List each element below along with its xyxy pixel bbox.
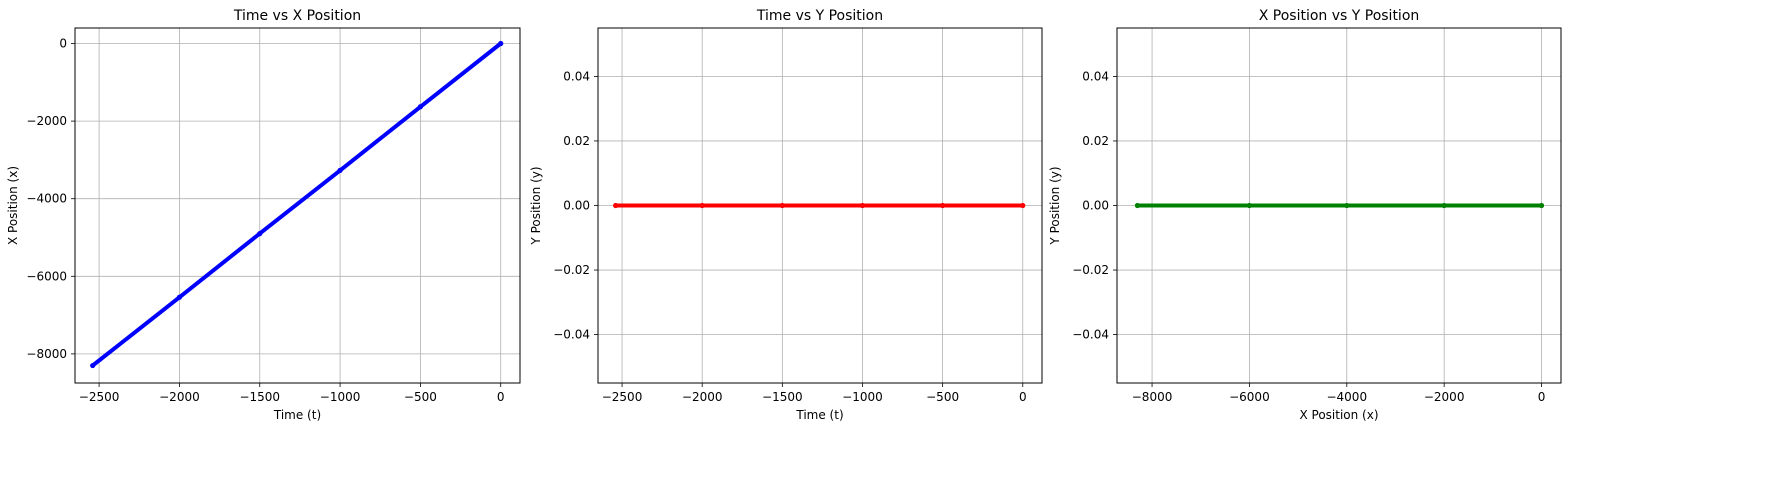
y-tick-label: 0.04 — [563, 69, 590, 83]
x-axis-label: X Position (x) — [1299, 408, 1378, 422]
axes-frame — [597, 27, 1043, 384]
chart-title: Time vs X Position — [233, 8, 361, 24]
data-point — [1344, 202, 1350, 209]
y-tick-label: 0.04 — [1082, 69, 1109, 83]
data-point — [337, 167, 343, 173]
x-tick-label: 0 — [1019, 390, 1027, 404]
y-tick-label: −8000 — [26, 347, 67, 361]
data-point — [699, 202, 705, 209]
x-tick-label: −2000 — [159, 390, 200, 404]
data-point — [90, 362, 96, 369]
y-tick-label: −2000 — [26, 114, 67, 128]
y-tick-label: 0.00 — [1082, 199, 1109, 213]
data-point — [417, 104, 423, 110]
x-axis-label: Time (t) — [795, 408, 843, 422]
x-tick-label: −1500 — [762, 390, 803, 404]
chart-panel-1: −2500 −2000 −1500 −1000 −500 0 −8000 −6000 −4000… — [6, 8, 521, 422]
x-tick-label: −1000 — [842, 390, 883, 404]
data-point — [1134, 202, 1141, 209]
y-tick-label: 0.00 — [563, 199, 590, 213]
chart-panel-2: −2500 −2000 −1500 −1000 −500 0 −0.04 −0.02 0.00 0… — [529, 8, 1043, 422]
y-tick-label: 0 — [59, 37, 67, 51]
data-point — [257, 231, 263, 237]
x-tick-label: −4000 — [1326, 390, 1367, 404]
y-axis-label: X Position (x) — [6, 166, 20, 245]
y-axis-label: Y Position (y) — [1048, 166, 1062, 245]
x-tick-label: −2500 — [602, 390, 643, 404]
y-tick-label: −0.02 — [1072, 263, 1109, 277]
x-tick-label: −6000 — [1229, 390, 1270, 404]
data-point — [859, 202, 866, 209]
y-axis-label: Y Position (y) — [529, 166, 543, 245]
data-point — [176, 294, 183, 300]
data-point — [779, 202, 785, 209]
x-tick-label: 0 — [497, 390, 505, 404]
data-point — [1441, 202, 1447, 209]
axes-frame — [74, 27, 521, 384]
x-tick-label: −500 — [926, 390, 959, 404]
y-tick-label: 0.02 — [1082, 134, 1109, 148]
y-tick-label: −0.02 — [553, 263, 590, 277]
x-tick-label: −8000 — [1132, 390, 1173, 404]
x-tick-label: −1500 — [239, 390, 280, 404]
data-point — [613, 202, 619, 209]
y-tick-label: −6000 — [26, 269, 67, 283]
y-tick-label: −4000 — [26, 192, 67, 206]
axes-frame — [1116, 27, 1562, 384]
x-tick-label: −2000 — [682, 390, 723, 404]
y-tick-label: −0.04 — [1072, 328, 1109, 342]
data-point — [1246, 202, 1253, 209]
data-point — [940, 202, 946, 209]
y-tick-label: 0.02 — [563, 134, 590, 148]
y-tick-label: −0.04 — [553, 328, 590, 342]
series-line-1 — [90, 41, 503, 368]
chart-title: X Position vs Y Position — [1259, 8, 1420, 24]
x-tick-label: −2000 — [1424, 390, 1465, 404]
x-axis-label: Time (t) — [273, 408, 321, 422]
data-point — [1020, 202, 1026, 209]
chart-title: Time vs Y Position — [756, 8, 883, 24]
x-tick-label: −1000 — [320, 390, 361, 404]
chart-panel-3: −8000 −6000 −4000 −2000 0 −0.04 −0.02 0.00 0.02 0… — [1048, 8, 1562, 422]
x-tick-label: −500 — [404, 390, 437, 404]
data-point — [498, 40, 504, 47]
x-tick-label: 0 — [1538, 390, 1546, 404]
x-tick-label: −2500 — [79, 390, 120, 404]
data-point — [1538, 202, 1545, 209]
